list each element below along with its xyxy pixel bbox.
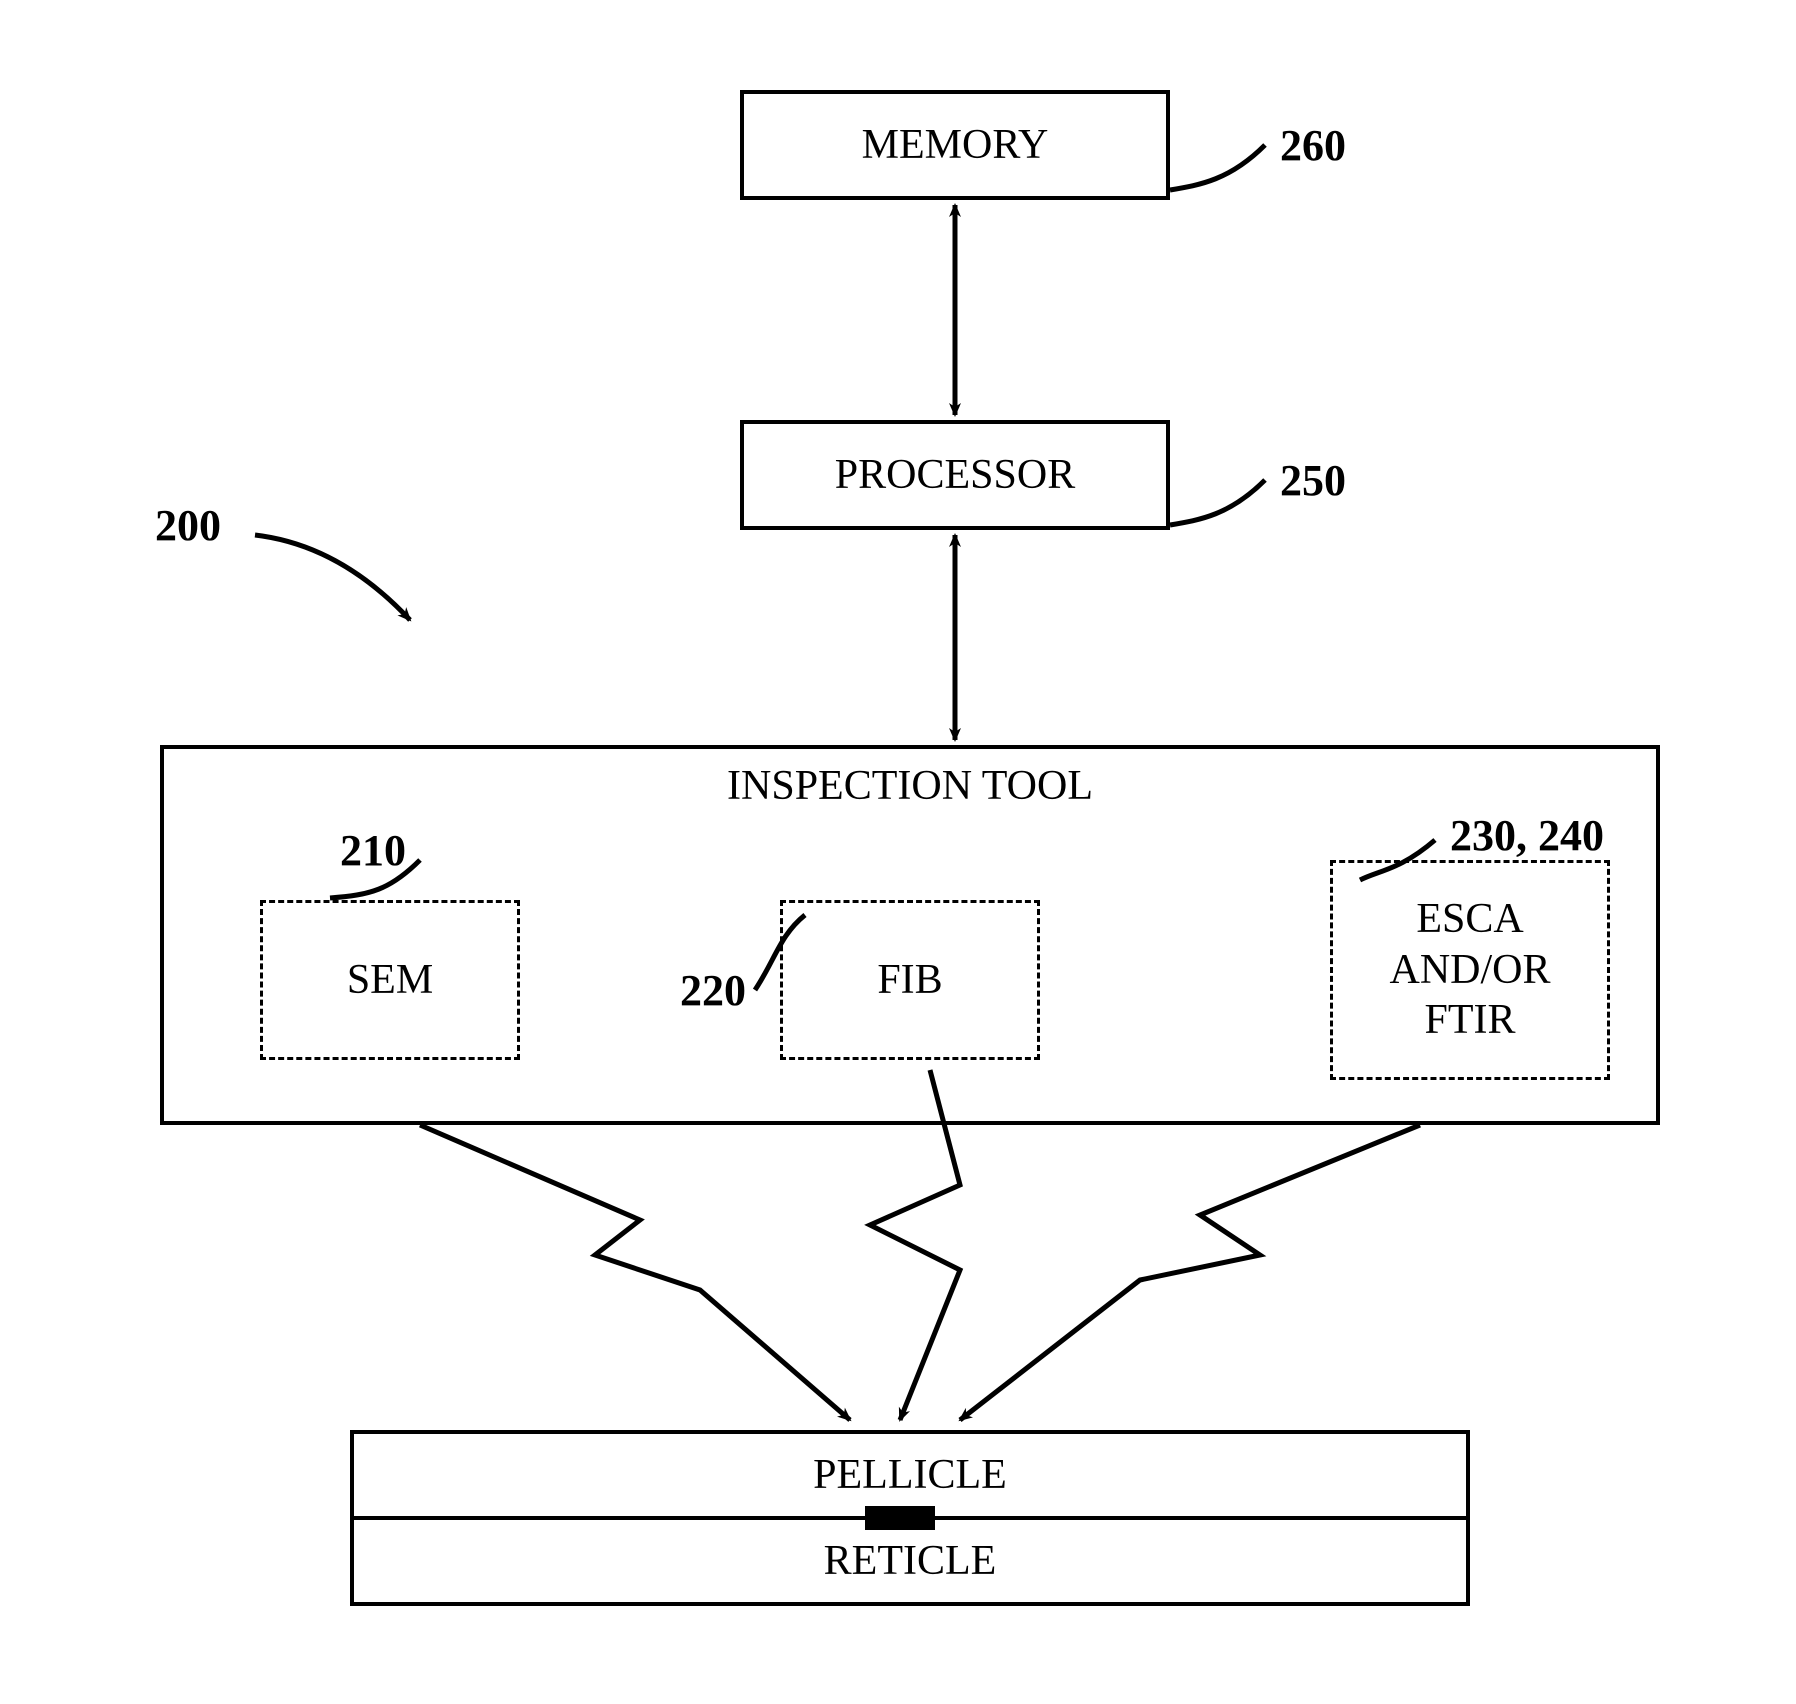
- connectors-svg: [0, 0, 1796, 1704]
- leader-210: [330, 860, 420, 898]
- lightning-sem: [420, 1125, 850, 1420]
- lightning-fib: [870, 1070, 960, 1420]
- leader-200: [255, 535, 410, 620]
- lightning-esca: [960, 1125, 1420, 1420]
- leader-230: [1360, 840, 1435, 880]
- leader-260: [1170, 145, 1265, 190]
- leader-220: [755, 915, 805, 990]
- leader-250: [1170, 480, 1265, 525]
